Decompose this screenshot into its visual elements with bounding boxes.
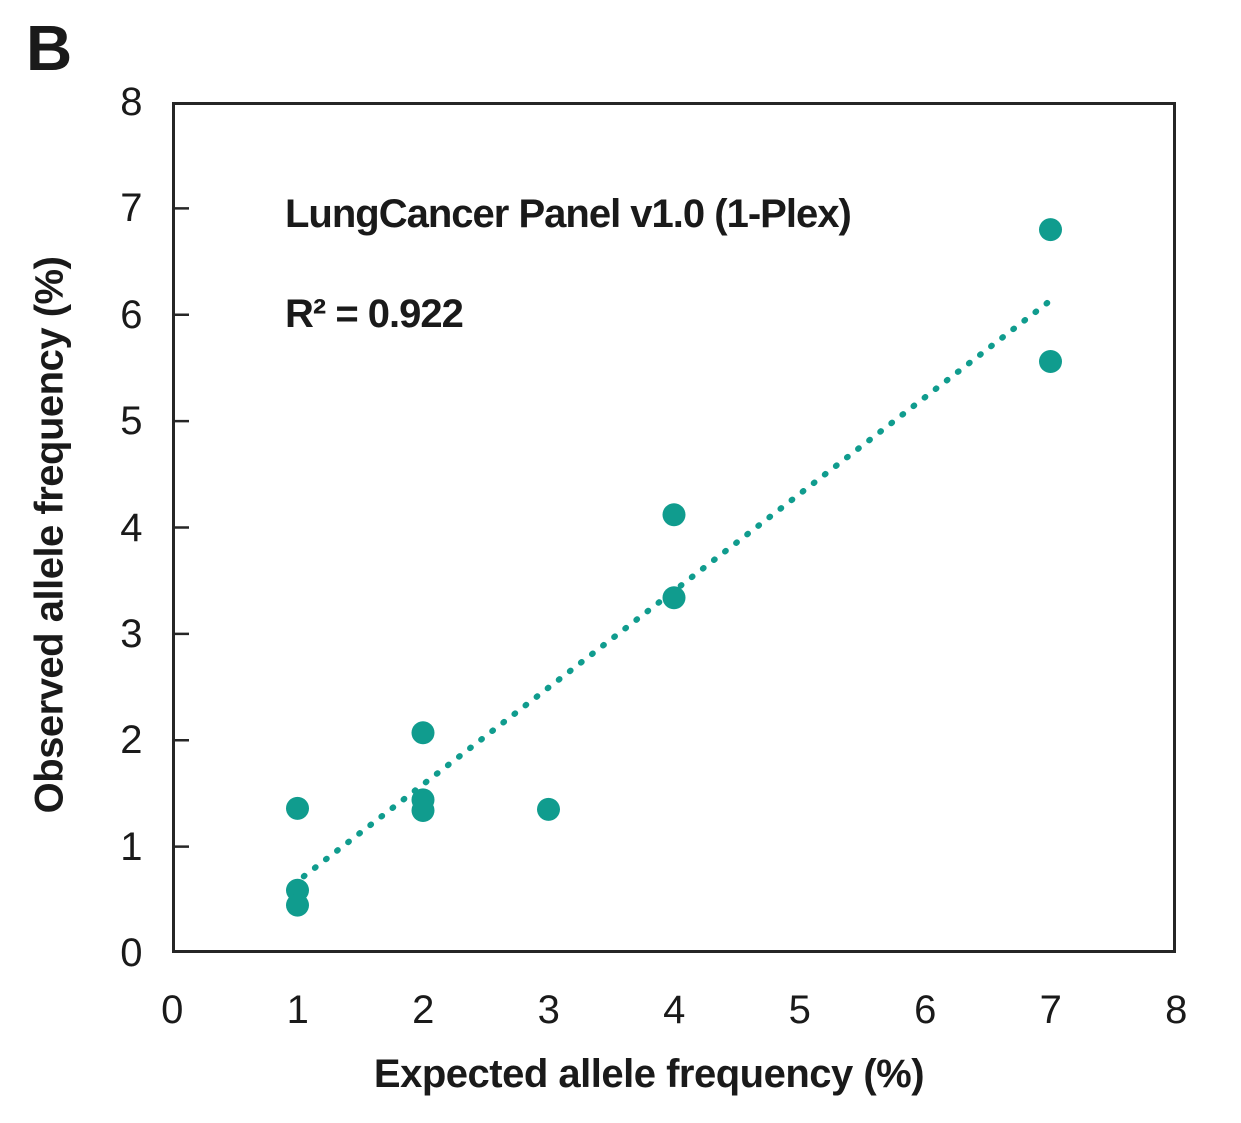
y-tick-label: 5 [120,399,142,444]
data-point [537,797,560,821]
panel-label: B [26,12,72,84]
y-tick-label: 3 [120,611,142,656]
x-tick-label: 4 [663,988,685,1032]
plot-border [172,102,1176,953]
y-tick-label: 4 [120,505,142,550]
x-tick-label: 3 [537,988,560,1032]
x-axis-title: Expected allele frequency (%) [373,1052,925,1096]
trendline [300,292,1060,880]
y-tick-label: 8 [120,80,142,124]
scatter-plot [172,102,1176,953]
data-point [411,798,435,822]
y-tick-label: 2 [120,718,142,763]
y-tick-label: 0 [120,931,142,975]
y-tick-label: 6 [120,292,142,337]
x-tick-label: 2 [412,988,434,1032]
chart-title-annotation: LungCancer Panel v1.0 (1-Plex) [285,192,852,236]
y-tick-label: 7 [120,186,142,231]
x-tick-label: 0 [161,988,183,1032]
r-squared-annotation: R² = 0.922 [285,292,464,336]
x-tick-label: 5 [788,988,811,1032]
y-tick-label: 1 [120,824,142,869]
x-tick-label: 7 [1039,988,1062,1032]
data-point [1039,350,1062,374]
data-point [411,721,435,745]
x-tick-label: 8 [1165,988,1187,1032]
x-tick-label: 1 [286,988,309,1032]
data-point [662,503,686,527]
data-point [286,796,309,820]
data-point [286,893,309,917]
data-point [1039,218,1062,242]
data-point [662,586,686,610]
x-tick-label: 6 [914,988,936,1032]
